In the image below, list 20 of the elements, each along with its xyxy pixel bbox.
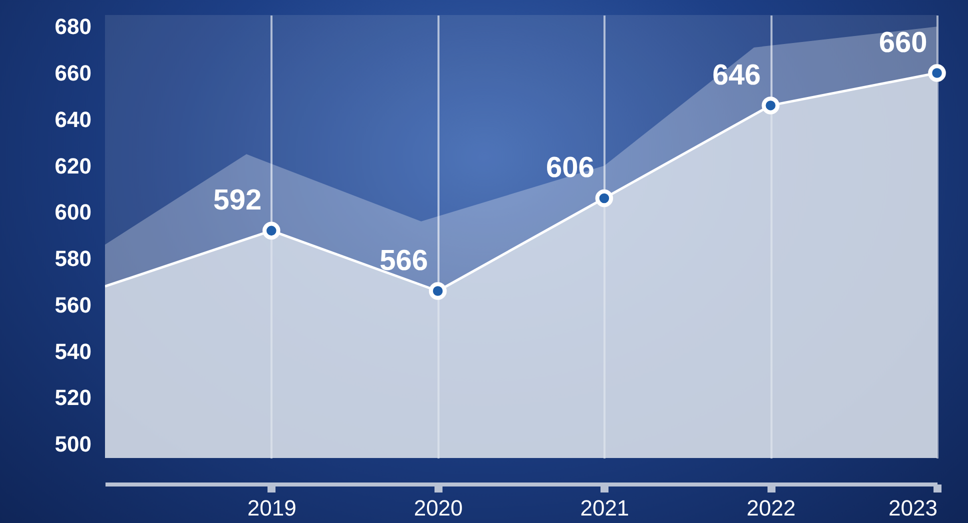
y-tick-label: 540 bbox=[54, 338, 92, 364]
data-label: 660 bbox=[878, 26, 928, 59]
x-tick-label: 2021 bbox=[580, 496, 630, 520]
x-tick-label: 2023 bbox=[888, 496, 938, 520]
data-label: 592 bbox=[213, 184, 262, 217]
y-tick-label: 680 bbox=[54, 14, 92, 40]
y-tick-label: 500 bbox=[54, 432, 92, 457]
x-tick-label: 2020 bbox=[414, 496, 463, 520]
y-tick-label: 560 bbox=[54, 292, 92, 318]
x-tick-label: 2019 bbox=[247, 496, 296, 520]
y-tick-label: 640 bbox=[54, 106, 92, 132]
y-tick-label: 660 bbox=[54, 60, 92, 86]
y-tick-label: 600 bbox=[54, 200, 92, 225]
data-label: 646 bbox=[712, 59, 761, 92]
y-tick-label: 620 bbox=[54, 153, 92, 178]
y-tick-label: 580 bbox=[54, 246, 92, 272]
data-label: 566 bbox=[380, 245, 428, 278]
y-tick-label: 520 bbox=[54, 385, 92, 410]
x-tick-label: 2022 bbox=[746, 496, 796, 520]
data-label: 606 bbox=[546, 152, 594, 184]
